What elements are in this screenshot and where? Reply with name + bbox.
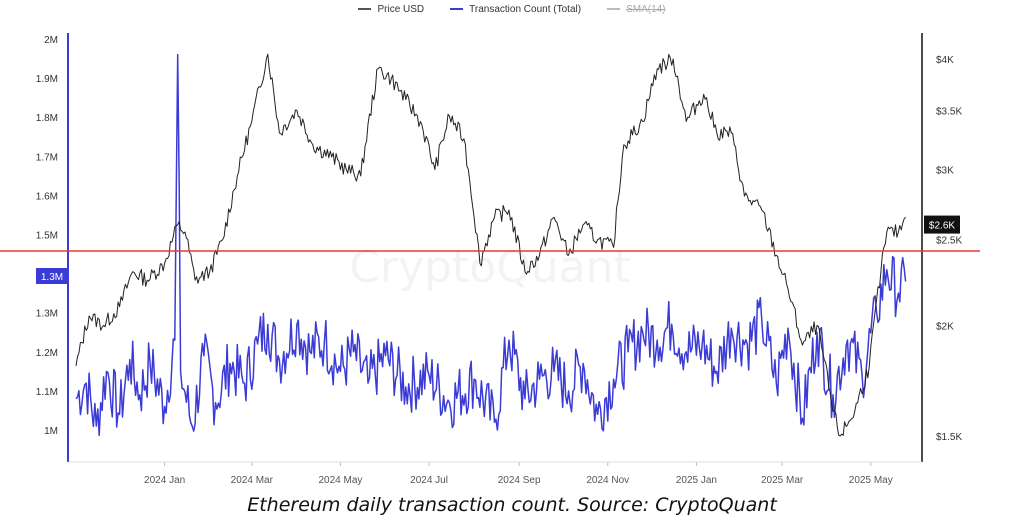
series-line-transaction-count [75, 53, 907, 437]
left-tick-label: 1.5M [36, 231, 58, 242]
caption: Ethereum daily transaction count. Source… [247, 494, 777, 516]
x-tick-label: 2024 Mar [231, 475, 274, 486]
legend: Price USD Transaction Count (Total) SMA(14… [0, 0, 1024, 18]
right-tick-label: $2K [936, 321, 954, 332]
left-tick-label: 2M [44, 35, 58, 46]
legend-swatch [607, 8, 621, 10]
left-tick-label: 1.8M [36, 113, 58, 124]
legend-swatch [358, 8, 372, 10]
legend-item[interactable]: Price USD [358, 0, 424, 18]
right-tick-label: $3.5K [936, 106, 962, 117]
legend-label: Transaction Count (Total) [469, 3, 582, 15]
left-tick-label: 1.7M [36, 152, 58, 163]
left-tick-label: 1.3M [36, 309, 58, 320]
x-tick-label: 2025 Mar [761, 475, 804, 486]
legend-swatch [450, 8, 464, 10]
left-tick-label: 1M [44, 426, 58, 437]
crosshair-right-badge [924, 215, 960, 234]
crosshair-left-label: 1.3M [41, 272, 63, 283]
left-tick-label: 1.6M [36, 191, 58, 202]
legend-item[interactable]: SMA(14) [607, 0, 666, 18]
x-tick-label: 2024 Nov [586, 475, 629, 486]
series-layer [75, 53, 907, 437]
right-tick-label: $3K [936, 166, 954, 177]
crosshair-right-label: $2.6K [929, 221, 955, 232]
right-tick-label: $1.5K [936, 432, 962, 443]
overlay-layer: 1.3M $2.6K [0, 215, 980, 284]
left-tick-label: 1.9M [36, 74, 58, 85]
legend-item[interactable]: Transaction Count (Total) [450, 0, 581, 18]
crosshair-left-badge [36, 268, 68, 284]
right-tick-label: $4K [936, 55, 954, 66]
x-tick-label: 2024 May [318, 475, 362, 486]
right-tick-label: $2.5K [936, 236, 962, 247]
left-tick-label: 1.1M [36, 387, 58, 398]
grid-layer [164, 462, 872, 466]
legend-label: SMA(14) [626, 3, 666, 15]
x-tick-label: 2024 Sep [498, 475, 541, 486]
x-tick-label: 2024 Jan [144, 475, 185, 486]
left-tick-label: 1.2M [36, 348, 58, 359]
x-tick-label: 2025 Jan [676, 475, 717, 486]
watermark: CryptoQuant [349, 242, 631, 293]
series-line-price-usd [75, 53, 906, 437]
chart: CryptoQuant 1M1.1M1.2M1.3M1.4M1.5M1.6M1.… [0, 33, 980, 486]
x-tick-label: 2024 Jul [410, 475, 448, 486]
x-tick-label: 2025 May [849, 475, 893, 486]
legend-label: Price USD [377, 3, 425, 15]
